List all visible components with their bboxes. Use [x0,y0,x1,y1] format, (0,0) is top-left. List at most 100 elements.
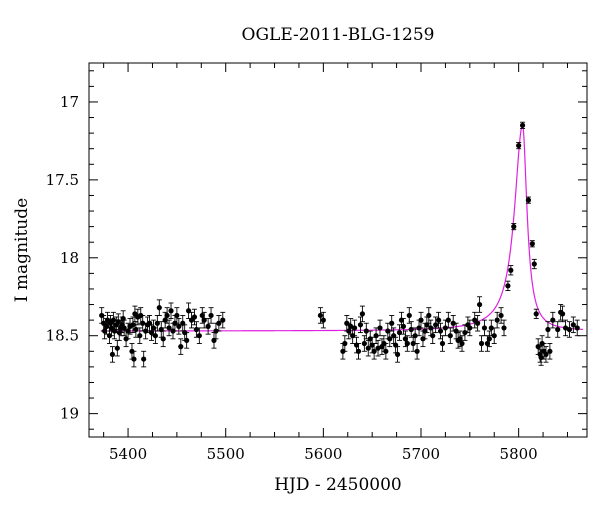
data-point [550,311,556,329]
point-marker [529,241,535,247]
data-point [359,305,366,323]
data-point [433,316,439,334]
data-point [408,321,414,338]
data-point [133,321,139,338]
point-marker [437,328,444,334]
point-marker [389,320,395,326]
point-marker [220,317,226,323]
point-marker [442,325,449,331]
data-point [220,311,226,329]
point-marker [140,320,146,326]
data-point [355,343,362,360]
point-marker [400,323,407,329]
point-marker [450,320,456,326]
point-marker [486,336,492,342]
point-marker [361,340,367,347]
point-marker [562,325,569,331]
point-marker [205,323,211,329]
point-marker [125,328,131,334]
point-marker [110,317,117,323]
point-marker [176,323,182,329]
data-point [141,350,147,368]
data-point [201,311,207,329]
data-point [481,319,488,337]
x-tick-label: 5500 [207,445,245,463]
point-marker [102,328,108,334]
data-point [174,307,180,324]
point-marker [216,320,222,326]
data-point [196,327,202,344]
point-marker [508,267,514,273]
data-point [383,343,389,360]
x-tick-label: 5700 [402,445,440,463]
point-marker [371,348,377,354]
point-marker [141,356,147,362]
data-point [140,315,146,332]
data-point [208,307,214,324]
point-marker [491,333,497,339]
point-marker [414,348,420,354]
point-marker [346,328,352,334]
data-point [478,335,485,352]
data-point [379,338,385,355]
point-marker [320,317,326,323]
data-point [418,311,424,329]
data-point [184,332,190,349]
point-marker [516,142,522,149]
data-point [555,321,561,338]
point-marker [501,325,507,331]
point-marker [402,336,408,342]
point-marker [547,348,553,354]
y-tick-label: 17.5 [46,171,79,189]
data-point [459,335,465,352]
x-tick-label: 5800 [500,445,538,463]
point-marker [394,351,401,358]
point-marker [404,340,410,347]
data-point [371,343,377,360]
data-point [152,327,158,344]
data-point [120,310,126,327]
point-marker [478,340,485,347]
data-point [508,265,514,276]
data-point [168,302,174,320]
x-axis-label: HJD - 2450000 [274,475,402,495]
point-marker [498,312,504,319]
point-marker [375,345,381,351]
point-marker [566,326,573,333]
data-point [166,319,172,337]
chart-title: OGLE-2011-BLG-1259 [242,25,435,45]
point-marker [570,322,576,328]
data-point [342,335,348,352]
data-point [533,308,539,320]
data-point [352,319,358,337]
point-marker [133,326,139,333]
data-point [435,311,442,329]
point-marker [355,348,362,354]
point-marker [533,311,539,317]
data-point [525,196,532,204]
point-marker [208,312,214,319]
model-curve [100,124,584,332]
data-point [205,318,211,335]
data-point [414,343,420,360]
data-point [375,339,381,357]
y-tick-label: 18 [60,249,79,267]
point-marker [475,320,481,326]
point-marker [154,320,160,326]
data-point [494,311,500,329]
point-marker [543,351,549,358]
point-marker [131,356,137,362]
data-point [160,330,166,348]
data-point [543,346,549,363]
point-marker [484,340,490,347]
data-point [529,240,535,248]
data-point [475,315,481,332]
data-point [178,338,184,355]
data-point [131,350,137,368]
data-point [186,302,192,320]
point-marker [213,328,219,334]
data-point [531,258,537,270]
data-point [164,307,170,324]
point-marker [116,329,122,336]
